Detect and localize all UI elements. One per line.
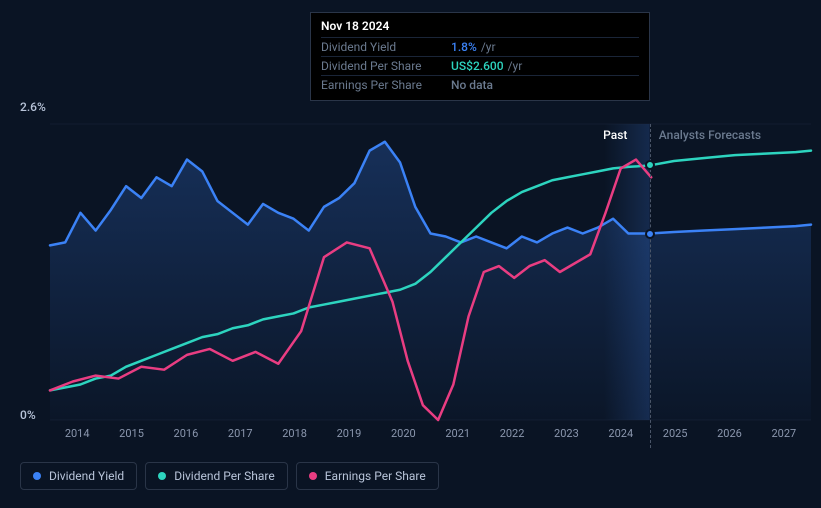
chart-area: 2.6% 0% 20142015201620172018201920202021…: [20, 100, 811, 448]
chart-tooltip: Nov 18 2024 Dividend Yield1.8%/yrDividen…: [310, 12, 650, 101]
legend-dot-icon: [33, 472, 41, 480]
y-axis-top-label: 2.6%: [20, 100, 46, 114]
tooltip-date: Nov 18 2024: [321, 19, 639, 33]
past-label: Past: [603, 128, 627, 142]
x-axis-label: 2026: [702, 427, 756, 440]
legend-dot-icon: [158, 472, 166, 480]
series-marker: [645, 229, 655, 239]
legend-item[interactable]: Dividend Yield: [20, 462, 137, 490]
tooltip-row-unit: /yr: [508, 59, 523, 73]
y-axis-bottom-label: 0%: [20, 408, 36, 422]
legend-label: Dividend Per Share: [174, 469, 275, 483]
x-axis-label: 2016: [159, 427, 213, 440]
tooltip-row-unit: /yr: [481, 40, 496, 54]
tooltip-row: Earnings Per ShareNo data: [321, 75, 639, 94]
x-axis-label: 2021: [431, 427, 485, 440]
x-axis-label: 2022: [485, 427, 539, 440]
x-axis-label: 2027: [757, 427, 811, 440]
legend-label: Dividend Yield: [49, 469, 124, 483]
x-axis-label: 2017: [213, 427, 267, 440]
forecast-label: Analysts Forecasts: [659, 128, 761, 142]
x-axis-label: 2023: [539, 427, 593, 440]
tooltip-row-label: Dividend Yield: [321, 40, 451, 54]
x-axis-label: 2014: [50, 427, 104, 440]
legend-item[interactable]: Dividend Per Share: [145, 462, 288, 490]
tooltip-row: Dividend Yield1.8% /yr: [321, 37, 639, 56]
tooltip-row-value: 1.8%: [451, 40, 477, 54]
chart-plot[interactable]: [50, 124, 811, 420]
chart-svg: [50, 124, 811, 420]
tooltip-row-value: No data: [451, 78, 493, 92]
legend-dot-icon: [309, 472, 317, 480]
x-axis-label: 2024: [594, 427, 648, 440]
legend: Dividend Yield Dividend Per Share Earnings…: [20, 462, 439, 490]
tooltip-row-label: Dividend Per Share: [321, 59, 451, 73]
cursor-line: [650, 124, 651, 448]
x-axis-label: 2025: [648, 427, 702, 440]
tooltip-row-value: US$2.600: [451, 59, 504, 73]
x-axis-label: 2018: [267, 427, 321, 440]
tooltip-rows: Dividend Yield1.8%/yrDividend Per ShareU…: [321, 37, 639, 94]
x-axis-label: 2020: [376, 427, 430, 440]
series-marker: [645, 160, 655, 170]
legend-label: Earnings Per Share: [325, 469, 426, 483]
legend-item[interactable]: Earnings Per Share: [296, 462, 439, 490]
x-axis-label: 2015: [104, 427, 158, 440]
x-axis-label: 2019: [322, 427, 376, 440]
tooltip-row: Dividend Per ShareUS$2.600/yr: [321, 56, 639, 75]
x-axis-labels: 2014201520162017201820192020202120222023…: [50, 427, 811, 440]
tooltip-row-label: Earnings Per Share: [321, 78, 451, 92]
